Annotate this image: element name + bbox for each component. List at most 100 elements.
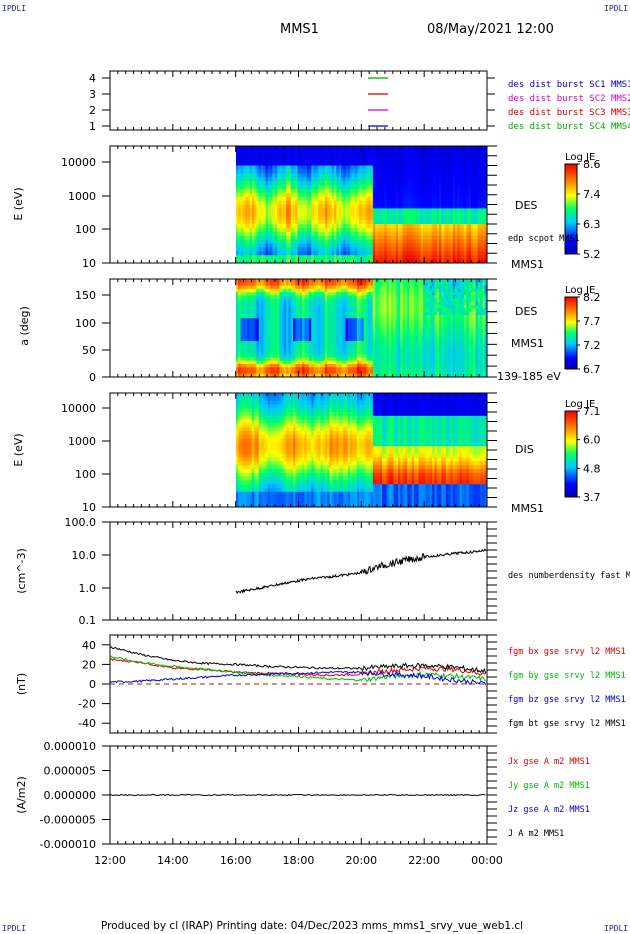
spectrogram-cell (477, 200, 481, 206)
spectrogram-cell (331, 220, 335, 225)
spectrogram-cell (425, 239, 429, 245)
spectrogram-cell (356, 279, 360, 283)
spectrogram-cell (318, 295, 322, 300)
spectrogram-cell (245, 208, 249, 213)
spectrogram-cell (347, 251, 351, 256)
spectrogram-cell (295, 255, 299, 260)
spectrogram-cell (425, 157, 429, 163)
spectrogram-cell (279, 285, 283, 290)
spectrogram-cell (338, 285, 342, 290)
spectrogram-cell (270, 173, 274, 178)
spectrogram-cell (302, 149, 306, 155)
spectrogram-cell (274, 165, 278, 170)
spectrogram-cell (313, 295, 317, 300)
spectrogram-cell (359, 370, 363, 375)
spectrogram-cell (304, 212, 308, 217)
spectrogram-cell (398, 259, 401, 263)
spectrogram-cell (452, 243, 456, 248)
spectrogram-cell (393, 185, 397, 190)
spectrogram-cell (393, 196, 397, 202)
spectrogram-cell (238, 200, 242, 206)
spectrogram-cell (361, 227, 365, 233)
spectrogram-cell (423, 227, 426, 233)
spectrogram-cell (281, 251, 285, 256)
spectrogram-cell (313, 165, 317, 170)
spectrogram-cell (361, 279, 365, 283)
spectrogram-cell (299, 318, 303, 323)
spectrogram-cell (471, 173, 474, 178)
spectrogram-cell (331, 177, 335, 182)
spectrogram-cell (327, 185, 331, 190)
spectrogram-cell (411, 212, 415, 217)
spectrogram-cell (452, 251, 456, 256)
spectrogram-cell (480, 161, 484, 167)
spectrogram-cell (459, 161, 463, 167)
spectrogram-cell (322, 308, 326, 313)
spectrogram-cell (283, 354, 287, 358)
spectrogram-cell (361, 324, 365, 329)
spectrogram-cell (306, 173, 310, 178)
spectrogram-cell (340, 301, 344, 306)
spectrogram-cell (386, 243, 390, 248)
spectrogram-cell (382, 224, 385, 229)
spectrogram-cell (450, 146, 454, 151)
spectrogram-cell (464, 208, 468, 213)
spectrogram-cell (283, 181, 287, 186)
spectrogram-cell (263, 311, 267, 316)
spectrogram-cell (309, 188, 312, 194)
spectrogram-cell (283, 204, 287, 209)
spectrogram-cell (416, 212, 420, 217)
spectrogram-cell (309, 334, 312, 339)
spectrogram-cell (468, 157, 472, 163)
spectrogram-cell (331, 161, 335, 167)
spectrogram-cell (343, 373, 347, 377)
spectrogram-cell (354, 298, 358, 303)
spectrogram-cell (411, 227, 415, 233)
spectrogram-cell (334, 165, 337, 170)
spectrogram-cell (295, 318, 299, 323)
spectrogram-cell (251, 350, 255, 355)
spectrogram-cell (318, 255, 322, 260)
spectrogram-cell (402, 208, 406, 213)
spectrogram-cell (409, 165, 413, 170)
spectrogram-cell (354, 314, 358, 319)
spectrogram-cell (407, 161, 411, 167)
spectrogram-cell (356, 311, 360, 316)
spectrogram-cell (261, 341, 264, 345)
spectrogram-cell (242, 259, 246, 263)
spectrogram-cell (461, 181, 465, 186)
spectrogram-cell (379, 181, 383, 186)
spectrogram-cell (272, 200, 276, 206)
spectrogram-cell (311, 212, 315, 217)
spectrogram-cell (247, 146, 251, 151)
spectrogram-cell (429, 216, 433, 221)
spectrogram-cell (347, 292, 351, 296)
spectrogram-cell (482, 181, 486, 186)
spectrogram-cell (361, 204, 365, 209)
spectrogram-cell (386, 185, 390, 190)
spectrogram-cell (455, 146, 458, 151)
spectrogram-cell (313, 247, 317, 252)
spectrogram-cell (238, 255, 242, 260)
spectrogram-cell (345, 173, 349, 178)
spectrogram-cell (256, 239, 260, 245)
spectrogram-cell (251, 298, 255, 303)
spectrogram-cell (482, 224, 486, 229)
spectrogram-cell (361, 181, 365, 186)
spectrogram-cell (336, 216, 340, 221)
spectrogram-cell (354, 208, 358, 213)
spectrogram-cell (473, 212, 477, 217)
spectrogram-cell (288, 337, 292, 342)
spectrogram-cell (375, 255, 379, 260)
spectrogram-cell (324, 282, 328, 287)
spectrogram-cell (304, 334, 308, 339)
spectrogram-cell (329, 373, 333, 377)
spectrogram-cell (482, 243, 486, 248)
spectrogram-cell (315, 220, 319, 225)
spectrogram-cell (254, 235, 258, 241)
spectrogram-cell (473, 192, 477, 198)
spectrogram-cell (441, 181, 445, 186)
spectrogram-cell (395, 196, 399, 202)
spectrogram-cell (293, 188, 296, 194)
spectrogram-cell (327, 314, 331, 319)
